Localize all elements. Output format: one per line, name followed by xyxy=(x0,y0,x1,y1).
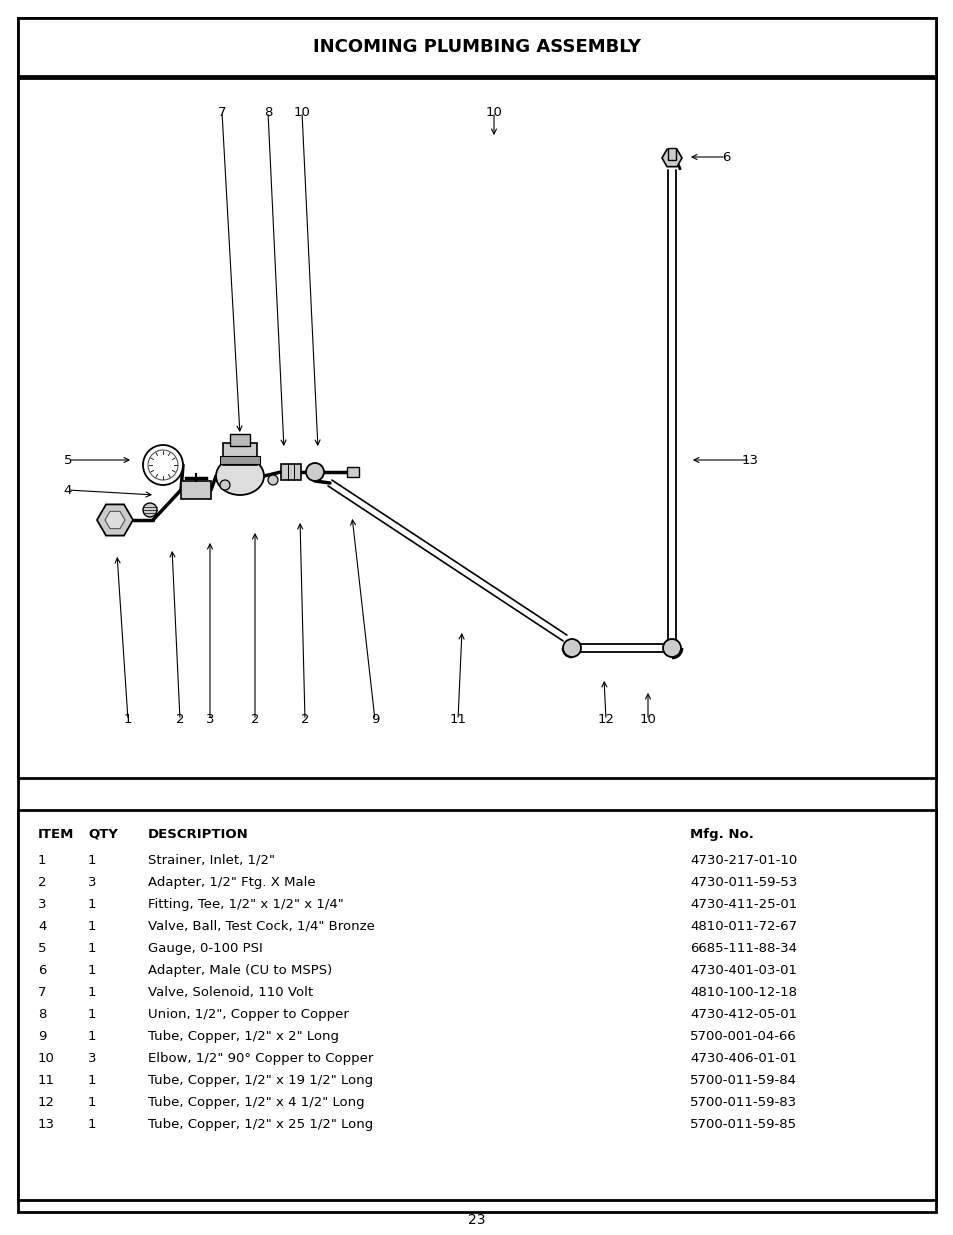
Text: 4730-401-03-01: 4730-401-03-01 xyxy=(689,965,796,977)
Circle shape xyxy=(662,638,680,657)
Text: Fitting, Tee, 1/2" x 1/2" x 1/4": Fitting, Tee, 1/2" x 1/2" x 1/4" xyxy=(148,898,343,911)
Bar xyxy=(347,467,358,477)
Text: 2: 2 xyxy=(38,876,47,889)
Text: Gauge, 0-100 PSI: Gauge, 0-100 PSI xyxy=(148,942,262,955)
Text: 3: 3 xyxy=(38,898,47,911)
Text: 1: 1 xyxy=(88,1074,96,1087)
Text: QTY: QTY xyxy=(88,827,118,841)
Text: 12: 12 xyxy=(38,1095,55,1109)
Text: 5700-011-59-84: 5700-011-59-84 xyxy=(689,1074,796,1087)
Bar xyxy=(18,810,935,1200)
Text: 1: 1 xyxy=(38,853,47,867)
Text: 13: 13 xyxy=(38,1118,55,1131)
Text: 2: 2 xyxy=(175,714,184,726)
Text: 1: 1 xyxy=(88,920,96,932)
Text: 10: 10 xyxy=(639,714,656,726)
Text: 1: 1 xyxy=(88,1030,96,1044)
Text: 4730-412-05-01: 4730-412-05-01 xyxy=(689,1008,797,1021)
Text: Tube, Copper, 1/2" x 19 1/2" Long: Tube, Copper, 1/2" x 19 1/2" Long xyxy=(148,1074,373,1087)
Text: 1: 1 xyxy=(88,1008,96,1021)
Text: 6: 6 xyxy=(721,151,729,163)
Text: 4730-217-01-10: 4730-217-01-10 xyxy=(689,853,797,867)
Text: 4810-100-12-18: 4810-100-12-18 xyxy=(689,986,796,999)
Text: 10: 10 xyxy=(485,105,502,119)
Text: 11: 11 xyxy=(449,714,466,726)
Text: 4730-011-59-53: 4730-011-59-53 xyxy=(689,876,797,889)
Text: 4730-411-25-01: 4730-411-25-01 xyxy=(689,898,797,911)
Text: 9: 9 xyxy=(38,1030,47,1044)
Text: 4: 4 xyxy=(64,483,72,496)
Text: 5700-011-59-83: 5700-011-59-83 xyxy=(689,1095,797,1109)
Bar xyxy=(18,19,935,77)
Circle shape xyxy=(143,503,157,517)
Text: 4810-011-72-67: 4810-011-72-67 xyxy=(689,920,797,932)
Text: 1: 1 xyxy=(88,965,96,977)
Circle shape xyxy=(148,450,178,480)
Text: 13: 13 xyxy=(740,453,758,467)
Text: 8: 8 xyxy=(38,1008,47,1021)
Text: 1: 1 xyxy=(88,853,96,867)
Text: 1: 1 xyxy=(88,898,96,911)
Text: 9: 9 xyxy=(371,714,378,726)
Bar xyxy=(281,464,301,480)
Text: Tube, Copper, 1/2" x 2" Long: Tube, Copper, 1/2" x 2" Long xyxy=(148,1030,338,1044)
Text: 5: 5 xyxy=(38,942,47,955)
Text: Union, 1/2", Copper to Copper: Union, 1/2", Copper to Copper xyxy=(148,1008,349,1021)
Text: 7: 7 xyxy=(38,986,47,999)
Text: ITEM: ITEM xyxy=(38,827,74,841)
Text: DESCRIPTION: DESCRIPTION xyxy=(148,827,249,841)
Text: 6685-111-88-34: 6685-111-88-34 xyxy=(689,942,796,955)
Text: Adapter, 1/2" Ftg. X Male: Adapter, 1/2" Ftg. X Male xyxy=(148,876,315,889)
Text: 11: 11 xyxy=(38,1074,55,1087)
Text: 3: 3 xyxy=(88,1052,96,1065)
Ellipse shape xyxy=(215,457,264,495)
Text: 5700-001-04-66: 5700-001-04-66 xyxy=(689,1030,796,1044)
Text: 10: 10 xyxy=(294,105,310,119)
Circle shape xyxy=(143,445,183,485)
Text: Valve, Ball, Test Cock, 1/4" Bronze: Valve, Ball, Test Cock, 1/4" Bronze xyxy=(148,920,375,932)
Circle shape xyxy=(220,480,230,490)
Bar xyxy=(18,78,935,778)
Text: Tube, Copper, 1/2" x 4 1/2" Long: Tube, Copper, 1/2" x 4 1/2" Long xyxy=(148,1095,364,1109)
Text: Strainer, Inlet, 1/2": Strainer, Inlet, 1/2" xyxy=(148,853,274,867)
Bar xyxy=(181,480,211,499)
Text: 1: 1 xyxy=(88,986,96,999)
Text: 1: 1 xyxy=(88,1118,96,1131)
Text: 4730-406-01-01: 4730-406-01-01 xyxy=(689,1052,796,1065)
Text: Mfg. No.: Mfg. No. xyxy=(689,827,753,841)
Text: 23: 23 xyxy=(468,1213,485,1228)
Text: Elbow, 1/2" 90° Copper to Copper: Elbow, 1/2" 90° Copper to Copper xyxy=(148,1052,373,1065)
Text: 3: 3 xyxy=(88,876,96,889)
Circle shape xyxy=(306,463,324,480)
Text: 4: 4 xyxy=(38,920,47,932)
Text: INCOMING PLUMBING ASSEMBLY: INCOMING PLUMBING ASSEMBLY xyxy=(313,38,640,56)
Text: Adapter, Male (CU to MSPS): Adapter, Male (CU to MSPS) xyxy=(148,965,332,977)
Text: 1: 1 xyxy=(88,1095,96,1109)
Text: 2: 2 xyxy=(300,714,309,726)
Bar xyxy=(667,148,676,161)
Text: 1: 1 xyxy=(124,714,132,726)
Text: 12: 12 xyxy=(597,714,614,726)
Circle shape xyxy=(268,475,277,485)
Text: Valve, Solenoid, 110 Volt: Valve, Solenoid, 110 Volt xyxy=(148,986,313,999)
Circle shape xyxy=(562,638,580,657)
Text: 2: 2 xyxy=(251,714,259,726)
Text: 5: 5 xyxy=(64,453,72,467)
Bar xyxy=(220,456,260,464)
Text: 7: 7 xyxy=(217,105,226,119)
Text: Tube, Copper, 1/2" x 25 1/2" Long: Tube, Copper, 1/2" x 25 1/2" Long xyxy=(148,1118,373,1131)
Text: 8: 8 xyxy=(264,105,272,119)
Bar xyxy=(230,433,250,446)
Text: 10: 10 xyxy=(38,1052,55,1065)
Text: 5700-011-59-85: 5700-011-59-85 xyxy=(689,1118,797,1131)
Text: 1: 1 xyxy=(88,942,96,955)
Text: 6: 6 xyxy=(38,965,47,977)
FancyBboxPatch shape xyxy=(223,443,256,466)
Text: 3: 3 xyxy=(206,714,214,726)
